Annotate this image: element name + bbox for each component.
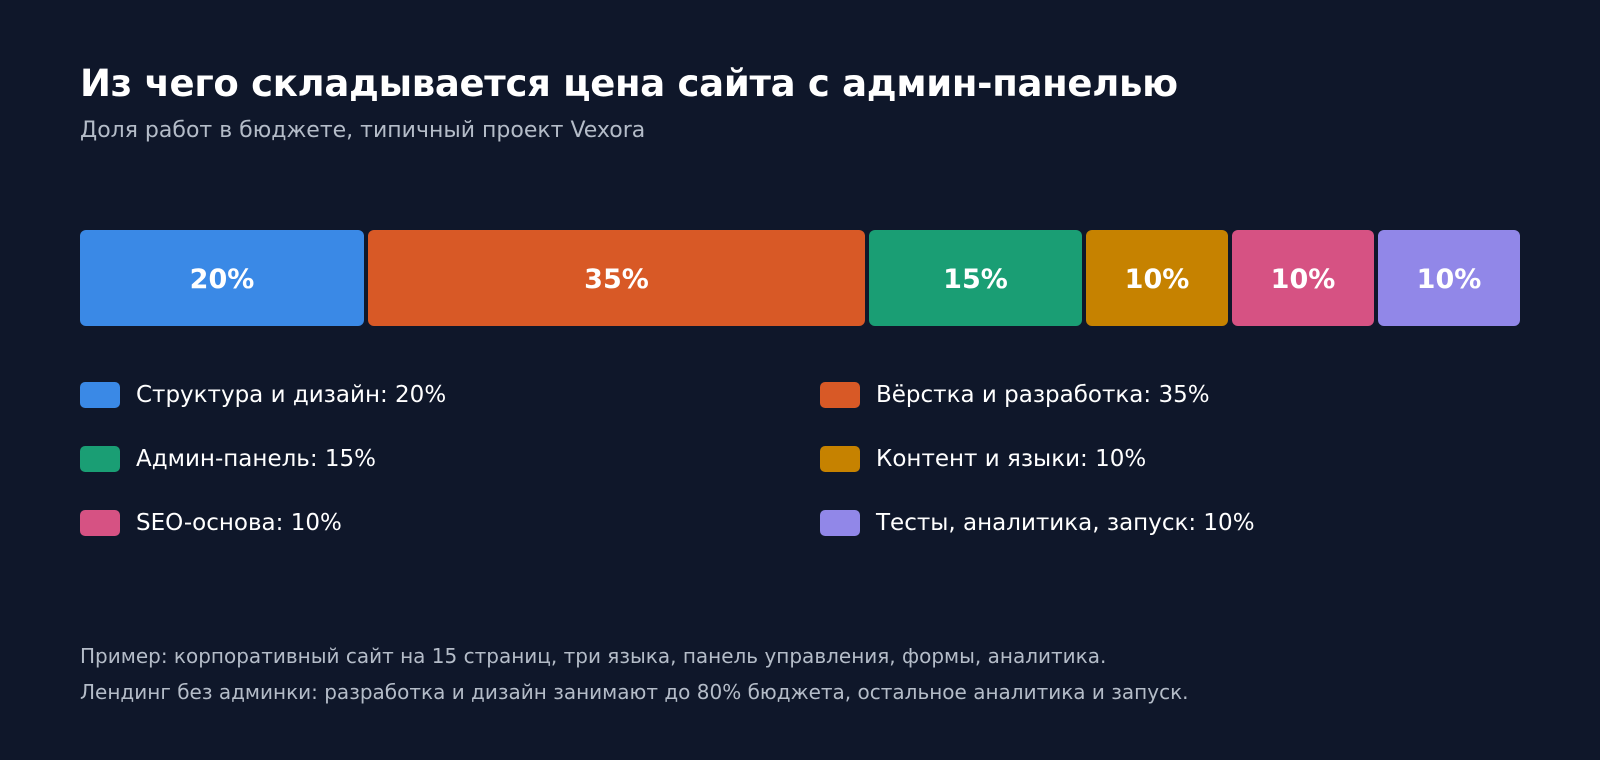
legend-swatch-5 (80, 510, 120, 536)
bar-segment-label-5: 10% (1271, 264, 1336, 295)
bar-segment-label-3: 15% (943, 264, 1008, 295)
legend-item-5: SEO-основа: 10% (80, 508, 342, 538)
bar-segment-label-4: 10% (1125, 264, 1190, 295)
legend-label-6: Тесты, аналитика, запуск: 10% (876, 510, 1255, 536)
bar-segment-label-1: 20% (190, 264, 255, 295)
bar-segment-1 (80, 230, 364, 326)
legend-label-1: Структура и дизайн: 20% (136, 382, 447, 408)
stacked-bar-chart: 20% 35% 15% 10% 10% 10% (80, 230, 1520, 326)
footnote-landing: Лендинг без админки: разработка и дизайн… (80, 680, 1189, 704)
bar-segment-6 (1378, 230, 1520, 326)
legend-swatch-2 (820, 382, 860, 408)
chart-title: Из чего складывается цена сайта с админ-… (80, 62, 1178, 105)
chart-subtitle: Доля работ в бюджете, типичный проект Ve… (80, 118, 646, 143)
legend-swatch-1 (80, 382, 120, 408)
legend-item-6: Тесты, аналитика, запуск: 10% (820, 508, 1255, 538)
legend-swatch-4 (820, 446, 860, 472)
legend-item-3: Админ-панель: 15% (80, 444, 376, 474)
legend-label-4: Контент и языки: 10% (876, 446, 1147, 472)
bar-segment-3 (869, 230, 1082, 326)
legend-label-2: Вёрстка и разработка: 35% (876, 382, 1210, 408)
legend-item-1: Структура и дизайн: 20% (80, 380, 446, 410)
bar-segment-2 (368, 230, 865, 326)
legend-label-5: SEO-основа: 10% (136, 510, 342, 536)
bar-segment-5 (1232, 230, 1374, 326)
legend-item-2: Вёрстка и разработка: 35% (820, 380, 1210, 410)
bar-segment-label-2: 35% (584, 264, 649, 295)
legend-label-3: Админ-панель: 15% (136, 446, 377, 472)
chart-legend: Структура и дизайн: 20% Вёрстка и разрабо… (80, 380, 1520, 560)
legend-item-4: Контент и языки: 10% (820, 444, 1146, 474)
legend-swatch-3 (80, 446, 120, 472)
bar-segment-4 (1086, 230, 1228, 326)
footnote-example: Пример: корпоративный сайт на 15 страниц… (80, 644, 1107, 668)
legend-swatch-6 (820, 510, 860, 536)
bar-segment-label-6: 10% (1417, 264, 1482, 295)
